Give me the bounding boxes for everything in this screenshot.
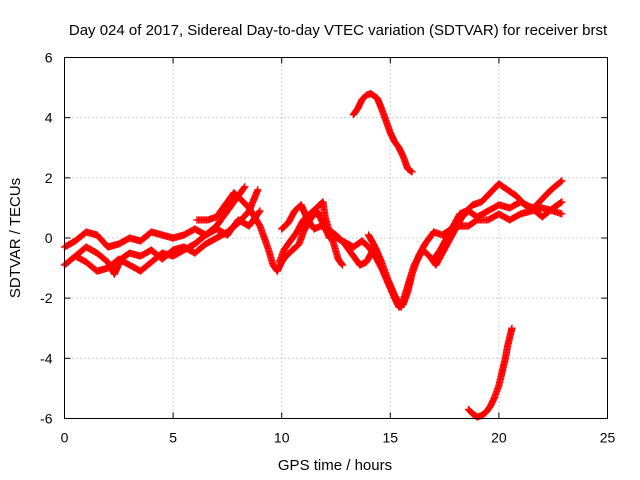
axis-ticks: 0 5 10 15 20 25 -6 -4 -2 0 2 4 6	[40, 50, 615, 446]
y-tick-label: 6	[45, 50, 53, 66]
data-point	[408, 168, 416, 176]
grid-lines	[64, 57, 608, 419]
data-point	[255, 208, 263, 216]
y-tick-label: -4	[40, 350, 53, 366]
data-point	[508, 324, 516, 332]
x-tick-label: 25	[600, 430, 616, 446]
y-tick-label: 2	[45, 170, 53, 186]
x-axis-title: GPS time / hours	[278, 457, 392, 474]
series-track-i	[430, 177, 566, 263]
series-track-h	[364, 198, 566, 311]
series-upper-arc	[349, 90, 416, 176]
y-tick-label: -2	[40, 290, 53, 306]
data-markers	[60, 90, 566, 421]
chart-title: Day 024 of 2017, Sidereal Day-to-day VTE…	[69, 22, 608, 39]
x-tick-label: 15	[383, 430, 399, 446]
y-tick-label: 0	[45, 230, 53, 246]
y-axis-title: SDTVAR / TECUs	[7, 178, 24, 298]
x-tick-label: 20	[491, 430, 507, 446]
plot-frame	[64, 57, 608, 419]
data-point	[338, 261, 347, 269]
series-lower-arc	[464, 324, 516, 421]
data-point	[407, 167, 415, 175]
series-track-g	[328, 204, 566, 311]
x-tick-label: 0	[61, 430, 69, 446]
y-tick-label: 4	[45, 110, 53, 126]
data-point	[558, 210, 566, 218]
data-point	[254, 186, 262, 194]
x-tick-label: 10	[274, 430, 290, 446]
data-point	[240, 184, 248, 192]
series-track-a	[60, 183, 249, 251]
data-point	[256, 207, 264, 215]
y-tick-label: -6	[40, 411, 53, 427]
data-point	[241, 183, 249, 191]
data-point	[558, 177, 566, 185]
data-point	[557, 178, 565, 186]
x-tick-label: 5	[169, 430, 177, 446]
data-point	[557, 199, 565, 207]
series-track-c	[71, 207, 264, 275]
series-track-d	[193, 189, 334, 275]
data-point	[558, 198, 566, 206]
data-point	[338, 260, 346, 268]
